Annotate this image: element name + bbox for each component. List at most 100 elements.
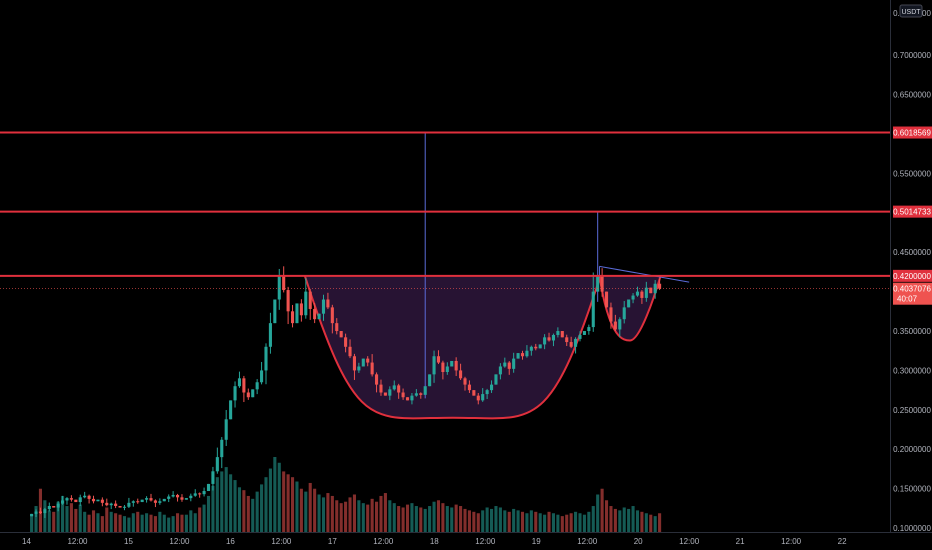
candle-body bbox=[175, 494, 180, 498]
candle-body bbox=[74, 499, 78, 503]
candle-body bbox=[516, 353, 520, 359]
candle-body bbox=[622, 307, 626, 320]
volume-bar bbox=[100, 516, 104, 532]
candle-body bbox=[215, 457, 219, 472]
volume-bar bbox=[432, 501, 436, 532]
volume-bar bbox=[516, 510, 520, 532]
candle-body bbox=[189, 495, 193, 499]
candle-body bbox=[290, 311, 295, 324]
candle-body bbox=[330, 307, 334, 324]
volume-bar bbox=[494, 506, 498, 532]
time-tick-label: 12:00 bbox=[271, 537, 292, 546]
volume-bar bbox=[91, 510, 96, 532]
candle-body bbox=[308, 291, 312, 309]
volume-bar bbox=[591, 506, 595, 532]
candle-body bbox=[591, 291, 595, 328]
volume-bar bbox=[627, 508, 631, 532]
candle-body bbox=[423, 386, 427, 395]
candle-body bbox=[246, 392, 250, 398]
candle-body bbox=[321, 299, 326, 314]
volume-bar bbox=[472, 511, 476, 532]
volume-bar bbox=[87, 514, 91, 532]
time-tick-label: 12:00 bbox=[577, 537, 598, 546]
volume-bar bbox=[131, 513, 135, 532]
candle-body bbox=[503, 362, 507, 367]
candle-body bbox=[463, 378, 467, 385]
volume-bar bbox=[109, 511, 113, 532]
time-axis[interactable]: 14 12:00 15 12:00 16 12:00 17 12:00 18 12:00 19 12:… bbox=[22, 537, 847, 546]
volume-bar bbox=[618, 510, 622, 532]
candle-body bbox=[627, 299, 631, 308]
volume-bar bbox=[233, 480, 237, 532]
volume-bar bbox=[65, 506, 69, 532]
candle-body bbox=[131, 501, 135, 503]
candle-body bbox=[326, 299, 330, 308]
candle-body bbox=[414, 393, 418, 396]
candle-body bbox=[158, 501, 162, 503]
volume-bar bbox=[375, 501, 379, 532]
time-tick-label: 12:00 bbox=[475, 537, 496, 546]
candle-body bbox=[268, 323, 272, 347]
candle-body bbox=[224, 419, 228, 440]
candle-body bbox=[631, 295, 635, 300]
candle-body bbox=[582, 331, 586, 335]
volume-bar bbox=[198, 507, 202, 532]
volume-bar bbox=[653, 516, 657, 532]
candle-body bbox=[282, 275, 286, 291]
time-tick-label: 12:00 bbox=[781, 537, 802, 546]
candle-body bbox=[299, 303, 303, 316]
volume-bar bbox=[339, 503, 343, 532]
volume-bar bbox=[273, 457, 277, 532]
candle-body bbox=[644, 287, 648, 298]
candle-body bbox=[264, 346, 268, 371]
candle-body bbox=[145, 498, 149, 500]
volume-bar bbox=[348, 497, 352, 532]
volume-bar bbox=[78, 504, 82, 532]
volume-bar bbox=[317, 494, 321, 532]
time-tick-label: 21 bbox=[736, 537, 745, 546]
candle-body bbox=[220, 439, 224, 458]
candle-body bbox=[551, 334, 556, 341]
volume-bar bbox=[543, 514, 547, 532]
volume-bar bbox=[644, 513, 648, 532]
horizontal-levels[interactable]: 0.6018569 0.5014733 0.4200000 0.403707640:0… bbox=[0, 126, 932, 305]
candle-body bbox=[658, 283, 662, 289]
volume-bar bbox=[74, 508, 78, 532]
candle-body bbox=[273, 299, 277, 324]
candle-body bbox=[109, 503, 113, 506]
volume-bar bbox=[476, 513, 480, 532]
candle-body bbox=[507, 362, 511, 369]
currency-button[interactable]: USDT bbox=[899, 4, 923, 18]
volume-bar bbox=[454, 504, 458, 532]
candle-body bbox=[401, 392, 405, 398]
volume-bar bbox=[229, 474, 233, 532]
candle-body bbox=[560, 331, 564, 338]
cup-curve bbox=[303, 275, 602, 420]
volume-bar bbox=[370, 498, 374, 532]
volume-bar bbox=[184, 514, 188, 532]
volume-bar bbox=[498, 507, 502, 532]
candle-body bbox=[100, 499, 104, 503]
candle-body bbox=[255, 382, 259, 390]
currency-label: USDT bbox=[901, 9, 921, 16]
volume-bar bbox=[282, 471, 286, 532]
level-price-label: 0.6018569 bbox=[893, 129, 931, 138]
candle-body bbox=[344, 337, 348, 347]
candle-body bbox=[167, 496, 171, 499]
candle-body bbox=[61, 500, 65, 504]
volume-bar bbox=[61, 495, 65, 532]
volume-bar bbox=[180, 514, 184, 532]
candle-body bbox=[366, 358, 370, 363]
volume-bar bbox=[512, 508, 516, 532]
candle-body bbox=[459, 370, 463, 379]
volume-bar bbox=[507, 511, 511, 532]
volume-bar bbox=[136, 511, 140, 532]
price-tick-label: 0.3000000 bbox=[893, 366, 931, 375]
candle-body bbox=[277, 275, 281, 300]
volume-bar bbox=[114, 513, 118, 532]
volume-bar bbox=[410, 503, 414, 532]
volume-bar bbox=[255, 491, 259, 532]
candle-body bbox=[361, 358, 365, 367]
candle-body bbox=[498, 366, 502, 375]
